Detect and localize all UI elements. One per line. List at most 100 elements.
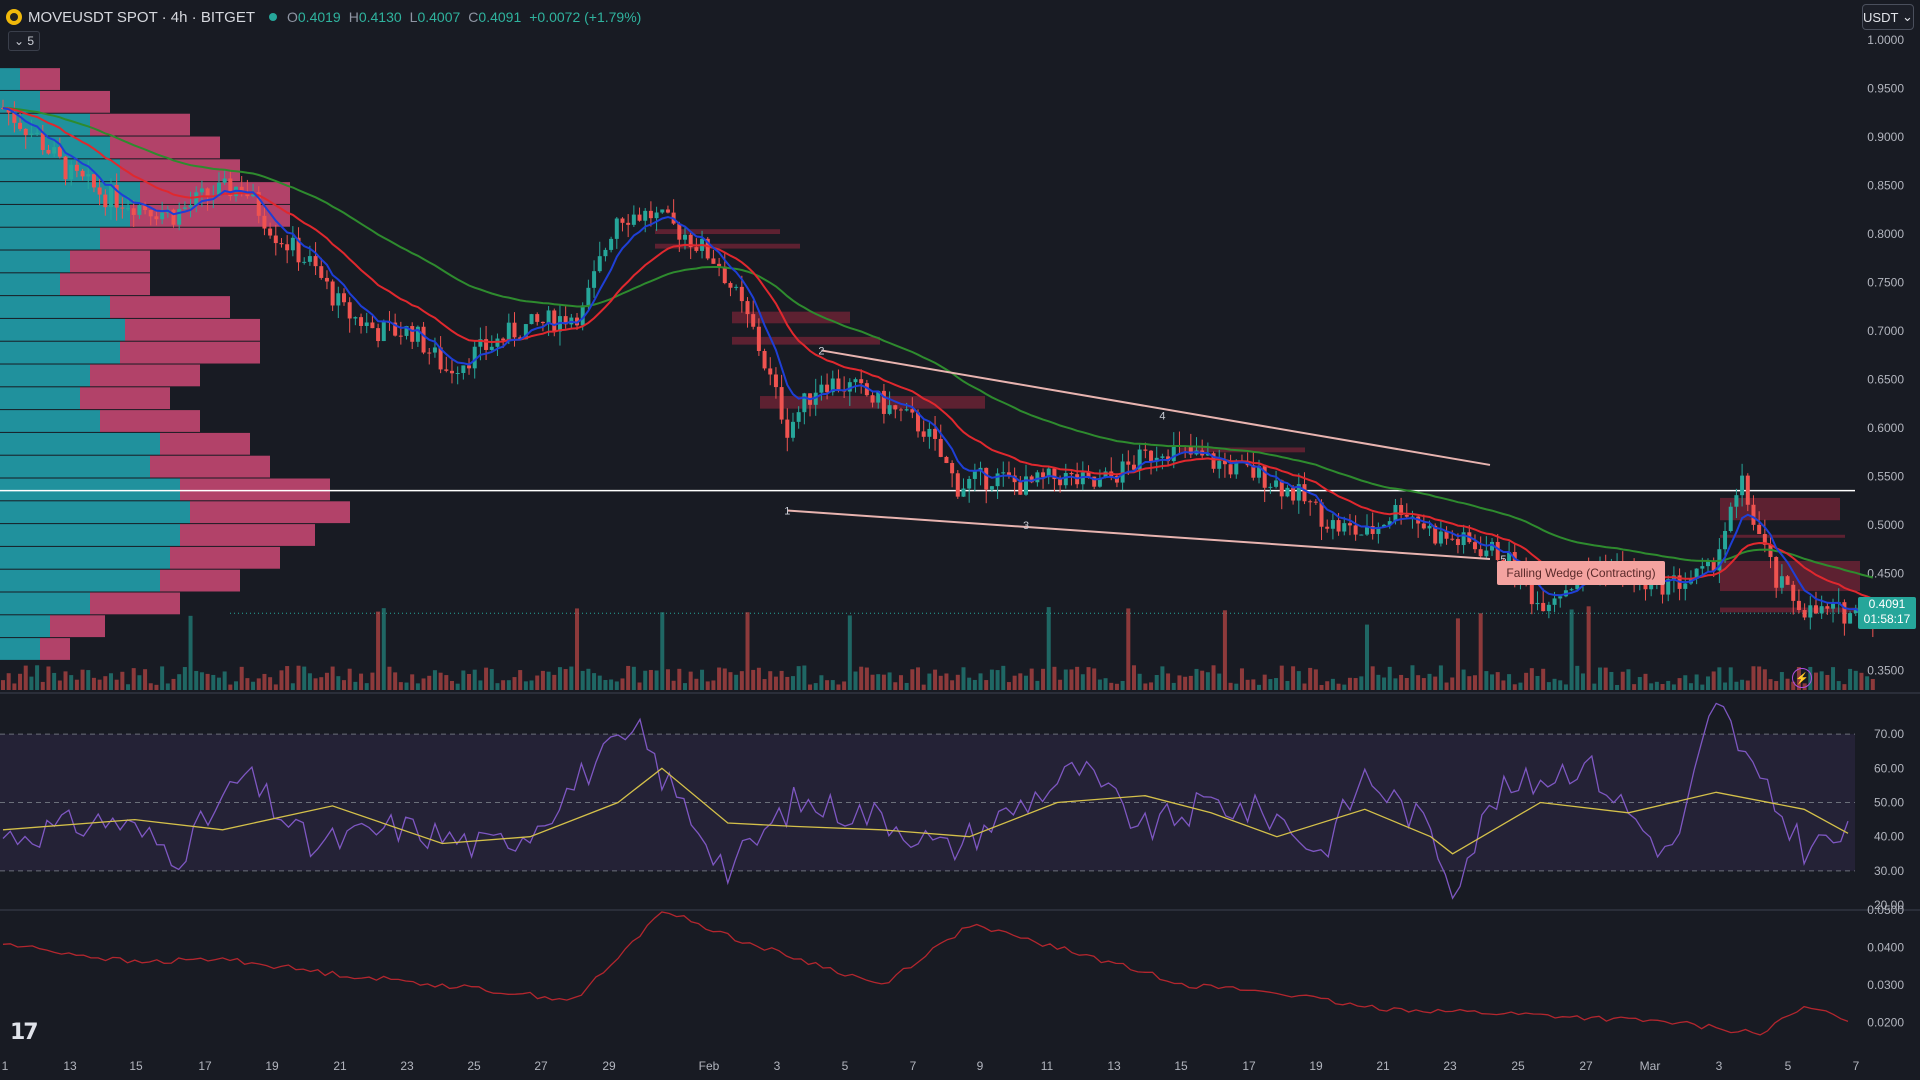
volume-bar (1143, 683, 1148, 690)
candle-body (836, 378, 841, 391)
candle-body (467, 365, 472, 369)
volume-bar (1387, 666, 1392, 690)
volume-bar (1154, 675, 1159, 690)
volume-bar (1006, 682, 1011, 690)
candle-body (472, 346, 477, 369)
volume-bar (1620, 671, 1625, 690)
candle-body (898, 409, 903, 411)
y-tick-label: 0.8500 (1867, 179, 1904, 193)
candle-body (1302, 484, 1307, 502)
volume-bar (1404, 677, 1409, 690)
atr-tick-label: 0.0300 (1867, 978, 1904, 992)
indicators-collapse-button[interactable]: ⌄ 5 (8, 31, 40, 51)
candle-body (256, 192, 261, 216)
candle-body (819, 384, 824, 393)
volume-bar (1546, 682, 1551, 690)
volume-bar (1296, 671, 1301, 690)
candle-body (1808, 605, 1813, 618)
candle-body (1262, 466, 1267, 488)
volume-bar (995, 670, 1000, 690)
volume-bar (1177, 675, 1182, 690)
volume-profile-sell (120, 159, 240, 182)
candle-body (1853, 608, 1858, 614)
volume-bar (1325, 681, 1330, 690)
volume-bar (1603, 667, 1608, 690)
ema-fast-line (2, 107, 1874, 617)
volume-bar (216, 677, 221, 690)
candle-body (773, 374, 778, 388)
volume-bar (540, 670, 545, 690)
candle-body (1211, 453, 1216, 469)
volume-bar (1001, 665, 1006, 690)
volume-bar (1791, 681, 1796, 690)
volume-bar (1421, 678, 1426, 690)
candle-body (279, 243, 284, 245)
candle-body (1455, 539, 1460, 546)
volume-profile-buy (0, 501, 190, 524)
candle-body (643, 210, 648, 221)
volume-profile-sell (130, 204, 290, 227)
candle-body (1285, 487, 1290, 497)
candle-body (404, 326, 409, 336)
volume-bar (1376, 674, 1381, 690)
candle-body (1143, 449, 1148, 451)
volume-bar (830, 680, 835, 690)
volume-bar (1711, 671, 1716, 690)
volume-bar (307, 673, 312, 690)
volume-bar (461, 670, 466, 690)
candle-body (1774, 557, 1779, 588)
candle-body (933, 428, 938, 439)
volume-bar (131, 668, 136, 690)
candle-body (432, 347, 437, 353)
volume-bar (978, 673, 983, 690)
candle-body (222, 178, 227, 183)
x-tick-label: 9 (977, 1059, 984, 1073)
x-tick-label: 19 (1309, 1059, 1323, 1073)
candle-body (194, 192, 199, 205)
volume-bar (29, 676, 34, 690)
volume-bar (529, 680, 534, 690)
candle-body (18, 122, 23, 129)
candle-body (1404, 515, 1409, 517)
volume-bar (893, 682, 898, 690)
symbol-title[interactable]: MOVEUSDT SPOT · 4h · BITGET (28, 8, 255, 26)
volume-bar (1086, 667, 1091, 690)
currency-label: USDT (1863, 9, 1899, 25)
pattern-label[interactable]: Falling Wedge (Contracting) (1497, 561, 1665, 585)
volume-bar (944, 673, 949, 690)
candle-body (694, 247, 699, 251)
volume-profile-sell (150, 455, 270, 478)
volume-bar (1706, 676, 1710, 690)
candle-body (1080, 472, 1085, 485)
wedge-point-label: 5 (1500, 554, 1506, 566)
volume-bar (472, 669, 477, 690)
candle-body (961, 488, 966, 497)
volume-bar (290, 683, 295, 690)
volume-bar (1291, 666, 1296, 690)
x-tick-label: 27 (1579, 1059, 1593, 1073)
candle-body (734, 286, 739, 288)
volume-bar (1683, 675, 1688, 690)
volume-bar (1046, 607, 1051, 690)
lightning-icon[interactable]: ⚡ (1792, 668, 1812, 688)
volume-profile-sell (90, 364, 200, 387)
volume-bar (421, 678, 426, 690)
volume-bar (74, 679, 79, 690)
y-tick-label: 0.3500 (1867, 664, 1904, 678)
candle-body (57, 147, 62, 157)
candle-body (1433, 525, 1438, 544)
volume-bar (1075, 666, 1080, 690)
volume-bar (324, 672, 329, 690)
volume-profile-sell (90, 592, 180, 615)
volume-bar (1137, 673, 1142, 690)
candle-body (1052, 468, 1057, 480)
volume-profile-sell (40, 90, 110, 113)
volume-bar (722, 668, 727, 690)
volume-bar (597, 675, 602, 690)
volume-profile-buy (0, 364, 90, 387)
volume-bar (683, 683, 687, 690)
volume-bar (535, 675, 540, 690)
x-tick-label: 27 (534, 1059, 548, 1073)
currency-selector[interactable]: USDT ⌄ (1862, 4, 1914, 30)
